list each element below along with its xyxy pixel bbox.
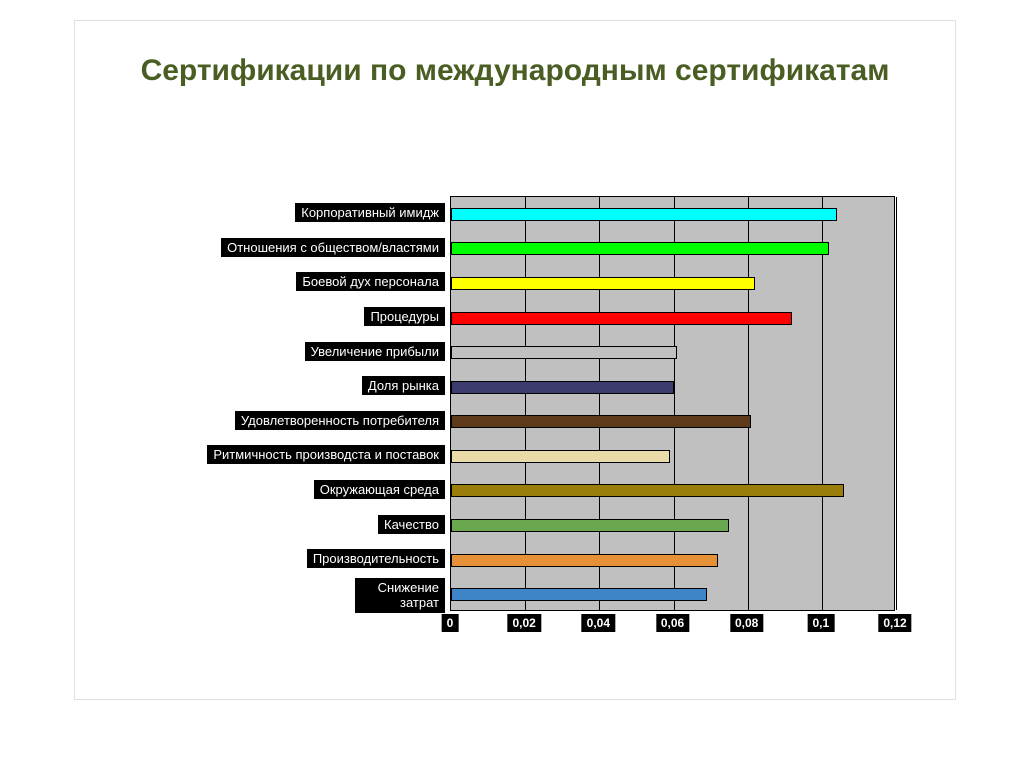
bar	[451, 346, 677, 359]
bar	[451, 519, 729, 532]
x-tick-label: 0,08	[730, 614, 763, 632]
gridline	[525, 197, 526, 610]
x-tick-label: 0	[442, 614, 459, 632]
bar	[451, 208, 837, 221]
page-title: Сертификации по международным сертификат…	[75, 21, 955, 110]
bar	[451, 415, 751, 428]
gridline	[599, 197, 600, 610]
x-tick-label: 0,1	[807, 614, 834, 632]
y-category-label: Процедуры	[364, 307, 445, 326]
bar	[451, 277, 755, 290]
y-category-label: Удовлетворенность потребителя	[235, 411, 445, 430]
bar	[451, 450, 670, 463]
y-category-label: Корпоративный имидж	[295, 203, 445, 222]
gridline	[822, 197, 823, 610]
gridline	[896, 197, 897, 610]
x-tick-label: 0,04	[582, 614, 615, 632]
bar	[451, 588, 707, 601]
y-category-label: Окружающая среда	[314, 480, 445, 499]
bar	[451, 312, 792, 325]
chart-plot	[450, 196, 895, 611]
y-category-label: Качество	[378, 515, 445, 534]
y-category-label: Доля рынка	[362, 376, 445, 395]
x-tick-label: 0,02	[507, 614, 540, 632]
x-tick-label: 0,12	[878, 614, 911, 632]
bar	[451, 242, 829, 255]
y-category-label: Снижение затрат	[355, 578, 445, 613]
y-category-label: Боевой дух персонала	[296, 272, 445, 291]
bar	[451, 554, 718, 567]
bar	[451, 381, 674, 394]
y-category-label: Производительность	[307, 549, 445, 568]
y-category-label: Ритмичность производста и поставок	[207, 445, 445, 464]
gridline	[748, 197, 749, 610]
slide: Сертификации по международным сертификат…	[74, 20, 956, 700]
y-category-label: Увеличение прибыли	[305, 342, 445, 361]
gridline	[674, 197, 675, 610]
y-category-label: Отношения с обществом/властями	[221, 238, 445, 257]
chart: 0 0,02 0,04 0,06 0,08 0,1 0,12 Корпоративный им…	[135, 196, 915, 656]
bar	[451, 484, 844, 497]
x-tick-label: 0,06	[656, 614, 689, 632]
